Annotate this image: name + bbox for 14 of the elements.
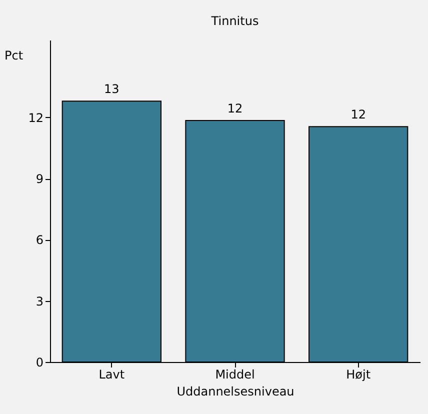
x-tick-label: Lavt [98, 368, 125, 382]
y-tick-label: 0 [36, 356, 44, 370]
y-tick-label: 3 [36, 294, 44, 308]
x-tick-label: Højt [346, 368, 371, 382]
y-tick-label: 9 [36, 172, 44, 186]
x-tick-label: Middel [215, 368, 255, 382]
data-label: 12 [227, 102, 243, 116]
y-tick-label: 12 [28, 110, 44, 125]
chart-title: Tinnitus [210, 14, 259, 28]
y-tick-label: 6 [36, 233, 44, 248]
data-label: 12 [350, 108, 366, 122]
x-axis-title: Uddannelsesniveau [176, 384, 294, 398]
y-axis-title: Pct [4, 48, 24, 62]
data-label: 13 [104, 82, 120, 96]
